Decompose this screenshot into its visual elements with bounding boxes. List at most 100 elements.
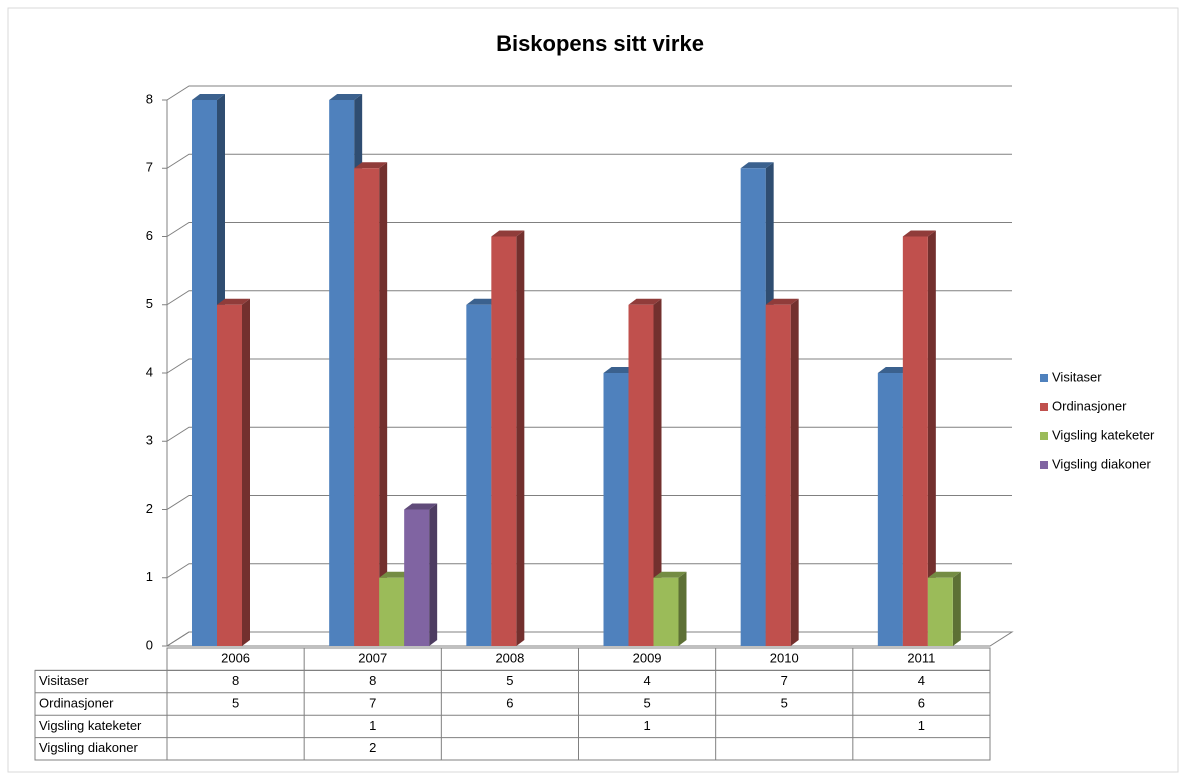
bar [354,162,388,646]
bar-face [242,298,250,646]
legend-swatch [1040,461,1048,469]
bar [491,230,525,646]
bar-face [192,94,225,100]
table-cell: 5 [643,695,650,710]
bar-face [603,373,629,646]
bar-face [491,230,525,237]
y-tick-label: 8 [146,91,153,106]
bar-face [491,236,517,646]
bar [217,298,250,646]
y-tick-label: 2 [146,501,153,516]
bar-face [329,94,363,100]
table-cell: 1 [643,718,650,733]
chart-frame [7,7,1179,773]
legend-swatch [1040,432,1048,440]
grid-line [166,85,1012,101]
bar-face [740,162,774,169]
grid-line [166,222,1012,237]
table-row-label: Visitaser [39,673,89,688]
grid-line [166,495,1012,510]
legend-swatch [1040,403,1048,411]
bar-face [653,298,662,646]
bar-face [217,298,250,305]
bar-face [678,571,687,646]
table-row-label: Vigsling kateketer [39,718,142,733]
bar-face [628,304,654,646]
grid-line [166,426,1012,442]
bar-face [927,230,936,646]
bar-face [354,168,380,646]
bar-face [192,100,217,646]
bar-face [877,373,903,646]
table-cell: 6 [918,695,925,710]
bar-face [379,162,388,646]
y-tick-label: 4 [146,364,153,379]
legend-swatch [1040,374,1048,382]
bar [765,298,799,646]
y-tick-label: 7 [146,160,153,175]
x-tick-label: 2006 [221,651,250,666]
bar-face [765,304,791,646]
table-row-label: Vigsling diakoner [39,740,138,755]
grid-line [166,153,1012,169]
legend-label: Ordinasjoner [1052,398,1127,413]
y-tick-label: 5 [146,296,153,311]
table-cell: 8 [232,673,239,688]
grid-line [166,563,1012,579]
x-tick-label: 2009 [633,651,662,666]
bar-face [902,236,928,646]
y-tick-label: 3 [146,433,153,448]
table-cell: 5 [781,695,788,710]
table-cell: 4 [918,673,925,688]
chart-title: Biskopens sitt virke [496,31,704,56]
grid-line [166,358,1012,374]
bar-face [877,367,911,373]
bar [927,571,961,646]
table-cell: 1 [369,718,376,733]
bar-face [466,304,492,646]
bar [902,230,936,646]
bar-face [653,577,679,646]
bar-face [354,162,388,169]
bar-face [516,230,525,646]
bar-face [902,230,936,237]
bar-face [429,503,438,646]
legend-label: Vigsling diakoner [1052,456,1151,471]
legend-label: Vigsling kateketer [1052,427,1155,442]
table-cell: 1 [918,718,925,733]
x-tick-label: 2010 [770,651,799,666]
bar-face [466,298,500,305]
y-tick-label: 1 [146,569,153,584]
table-cell: 5 [232,695,239,710]
table-cell: 2 [369,740,376,755]
bar-face [628,298,662,305]
table-cell: 7 [369,695,376,710]
bar-face [927,571,961,578]
bar-face [927,577,953,646]
grid-line [166,631,1012,647]
bar-face [379,577,405,646]
bar-face [379,571,413,578]
table-row-label: Ordinasjoner [39,695,114,710]
bar-face [404,503,438,510]
bar-face [790,298,799,646]
bar-face [217,304,242,646]
x-tick-label: 2007 [358,651,387,666]
table-cell: 5 [506,673,513,688]
table-cell: 7 [781,673,788,688]
bar-face [740,168,766,646]
x-tick-label: 2011 [907,651,935,666]
bar-face [952,571,961,646]
bar [628,298,662,646]
bar-face [329,100,355,646]
bar-face [765,298,799,305]
table-cell: 4 [643,673,650,688]
x-tick-label: 2008 [495,651,524,666]
table-cell: 6 [506,695,513,710]
legend-label: Visitaser [1052,369,1102,384]
y-tick-label: 6 [146,228,153,243]
grid-line [166,290,1012,306]
bar [404,503,438,646]
bar-face [653,571,687,578]
